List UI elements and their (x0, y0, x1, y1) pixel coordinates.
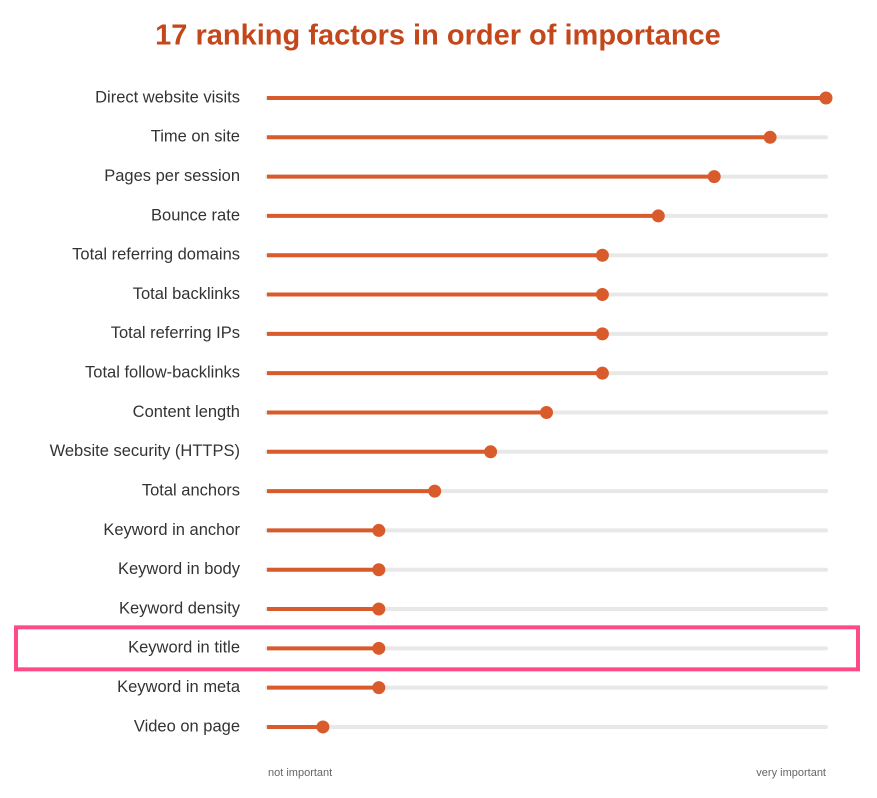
x-tick-label: not important (268, 767, 332, 779)
dot (595, 248, 609, 262)
category-label: Keyword in meta (117, 678, 241, 696)
category-label: Time on site (151, 128, 240, 146)
category-label: Keyword density (119, 599, 241, 617)
category-label: Bounce rate (151, 206, 240, 224)
dot (428, 484, 442, 498)
dot (819, 91, 833, 105)
category-label: Total referring domains (72, 246, 240, 264)
highlight-box (14, 625, 860, 672)
category-label: Direct website visits (95, 88, 240, 106)
category-label: Total anchors (142, 481, 240, 499)
category-label: Pages per session (104, 167, 240, 185)
dot (763, 130, 777, 144)
dot (484, 445, 498, 459)
dot (372, 681, 386, 695)
category-label: Website security (HTTPS) (50, 442, 240, 460)
category-label: Total follow-backlinks (85, 364, 240, 382)
dot (372, 563, 386, 577)
dot (540, 405, 553, 419)
dot (372, 602, 386, 616)
dot (651, 209, 665, 223)
chart-title: 17 ranking factors in order of importanc… (155, 20, 721, 52)
dot (595, 288, 609, 302)
category-label: Total referring IPs (111, 324, 240, 342)
category-label: Video on page (134, 717, 240, 735)
dot (372, 523, 386, 537)
category-label: Total backlinks (133, 285, 240, 303)
category-label: Keyword in title (128, 639, 240, 657)
category-label: Keyword in anchor (103, 521, 240, 539)
dot (595, 327, 609, 341)
dot (707, 170, 721, 184)
x-tick-label: very important (756, 767, 826, 779)
dot (595, 366, 609, 380)
category-label: Keyword in body (118, 560, 241, 578)
dot (372, 641, 386, 655)
dot (316, 720, 330, 734)
category-label: Content length (133, 403, 240, 421)
